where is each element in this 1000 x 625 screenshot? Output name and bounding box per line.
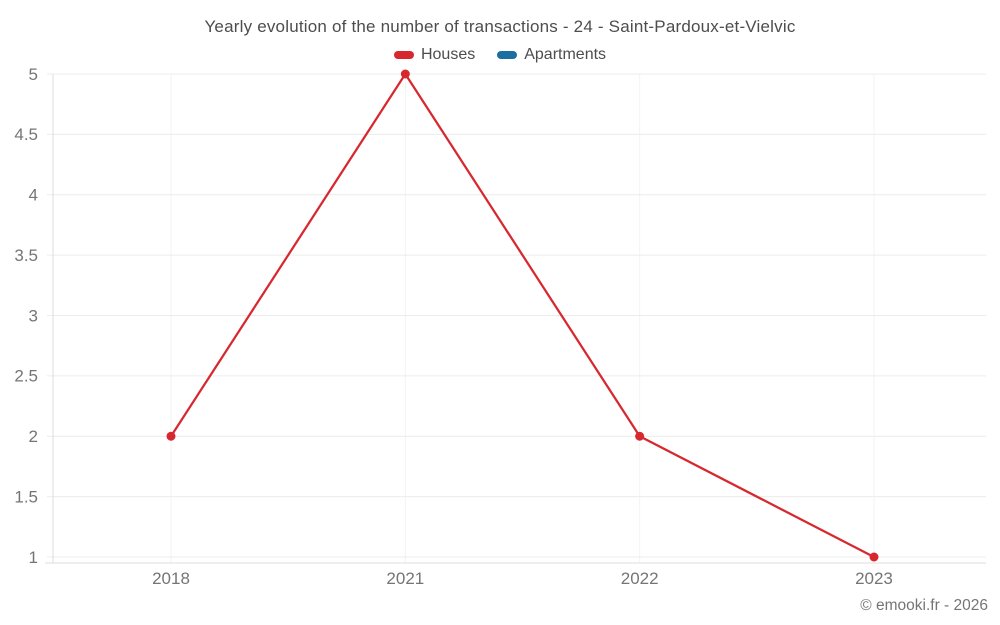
- y-tick-label: 4.5: [14, 125, 38, 144]
- legend-item-houses[interactable]: Houses: [393, 46, 476, 64]
- y-tick-label: 1: [29, 548, 38, 567]
- data-point-houses-2022[interactable]: [635, 431, 645, 441]
- data-point-houses-2018[interactable]: [166, 431, 176, 441]
- legend-item-apartments[interactable]: Apartments: [497, 46, 606, 64]
- legend: Houses Apartments: [0, 46, 1000, 64]
- data-point-houses-2021[interactable]: [400, 69, 410, 79]
- x-tick-label: 2018: [152, 569, 190, 588]
- data-point-houses-2023[interactable]: [869, 552, 879, 562]
- x-tick-label: 2023: [855, 569, 893, 588]
- legend-swatch-apartments: [497, 51, 518, 59]
- y-tick-label: 1.5: [14, 487, 38, 506]
- legend-swatch-houses: [393, 51, 414, 59]
- y-tick-label: 4: [29, 186, 38, 205]
- series-line-houses: [169, 72, 876, 559]
- y-tick-label: 5: [29, 65, 38, 84]
- x-tick-label: 2022: [621, 569, 659, 588]
- y-tick-label: 3: [29, 306, 38, 325]
- legend-label-apartments: Apartments: [524, 46, 607, 63]
- y-tick-label: 3.5: [14, 246, 38, 265]
- y-tick-label: 2: [29, 427, 38, 446]
- legend-label-houses: Houses: [420, 46, 476, 63]
- copyright-footer: © emooki.fr - 2026: [860, 597, 988, 614]
- x-tick-label: 2021: [386, 569, 424, 588]
- y-tick-label: 2.5: [14, 367, 38, 386]
- chart-title: Yearly evolution of the number of transa…: [204, 17, 796, 36]
